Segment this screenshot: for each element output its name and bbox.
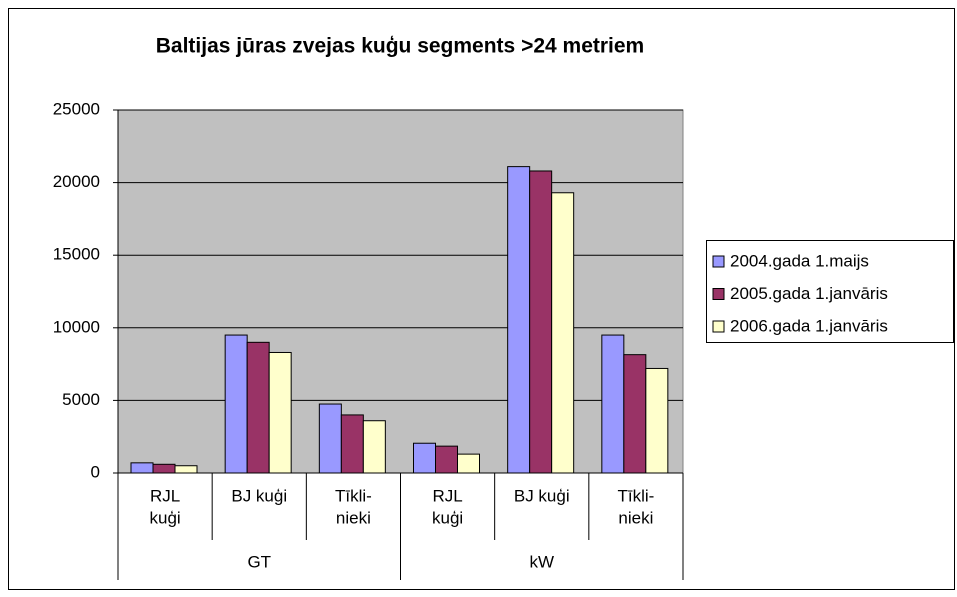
legend-swatch — [712, 255, 725, 268]
bar — [457, 453, 480, 474]
y-tick-label: 5000 — [62, 390, 100, 409]
x-tick-label: Tīkli- — [618, 486, 655, 505]
legend-label: 2005.gada 1.janvāris — [730, 284, 888, 303]
y-tick-label: 10000 — [53, 317, 100, 336]
plot-area — [117, 109, 684, 474]
bar — [340, 414, 364, 474]
x-tick-label: kuģi — [432, 508, 463, 527]
bar — [152, 463, 176, 474]
x-tick-label: nieki — [336, 508, 371, 527]
legend-label: 2004.gada 1.maijs — [730, 251, 869, 270]
y-tick-label: 15000 — [53, 245, 100, 264]
legend — [706, 240, 954, 343]
bar — [130, 462, 154, 474]
bar — [507, 166, 531, 474]
legend-label: 2006.gada 1.janvāris — [730, 316, 888, 335]
bar — [551, 192, 575, 474]
bar — [268, 351, 292, 474]
bar — [224, 334, 248, 474]
x-tick-label: RJL — [432, 486, 462, 505]
bar — [529, 170, 553, 474]
chart-title: Baltijas jūras zvejas kuģu segments >24 … — [156, 35, 644, 58]
bar — [623, 354, 647, 474]
x-tick-label: BJ kuģi — [231, 486, 287, 505]
bar — [645, 367, 669, 474]
x-tick-label: kuģi — [149, 508, 180, 527]
bar — [601, 334, 625, 474]
bar — [246, 341, 270, 474]
group-label: GT — [247, 552, 271, 571]
x-tick-label: nieki — [618, 508, 653, 527]
x-tick-label: RJL — [150, 486, 180, 505]
group-label: kW — [529, 552, 554, 571]
y-tick-label: 0 — [91, 462, 100, 481]
legend-swatch — [712, 320, 725, 333]
x-tick-label: Tīkli- — [335, 486, 372, 505]
bar — [174, 465, 198, 474]
x-tick-label: BJ kuģi — [514, 486, 570, 505]
bar — [318, 403, 342, 474]
bar — [435, 445, 458, 474]
y-tick-label: 25000 — [53, 99, 100, 118]
bar — [362, 420, 386, 474]
y-tick-label: 20000 — [53, 172, 100, 191]
bar — [413, 442, 436, 474]
legend-swatch — [712, 288, 725, 300]
